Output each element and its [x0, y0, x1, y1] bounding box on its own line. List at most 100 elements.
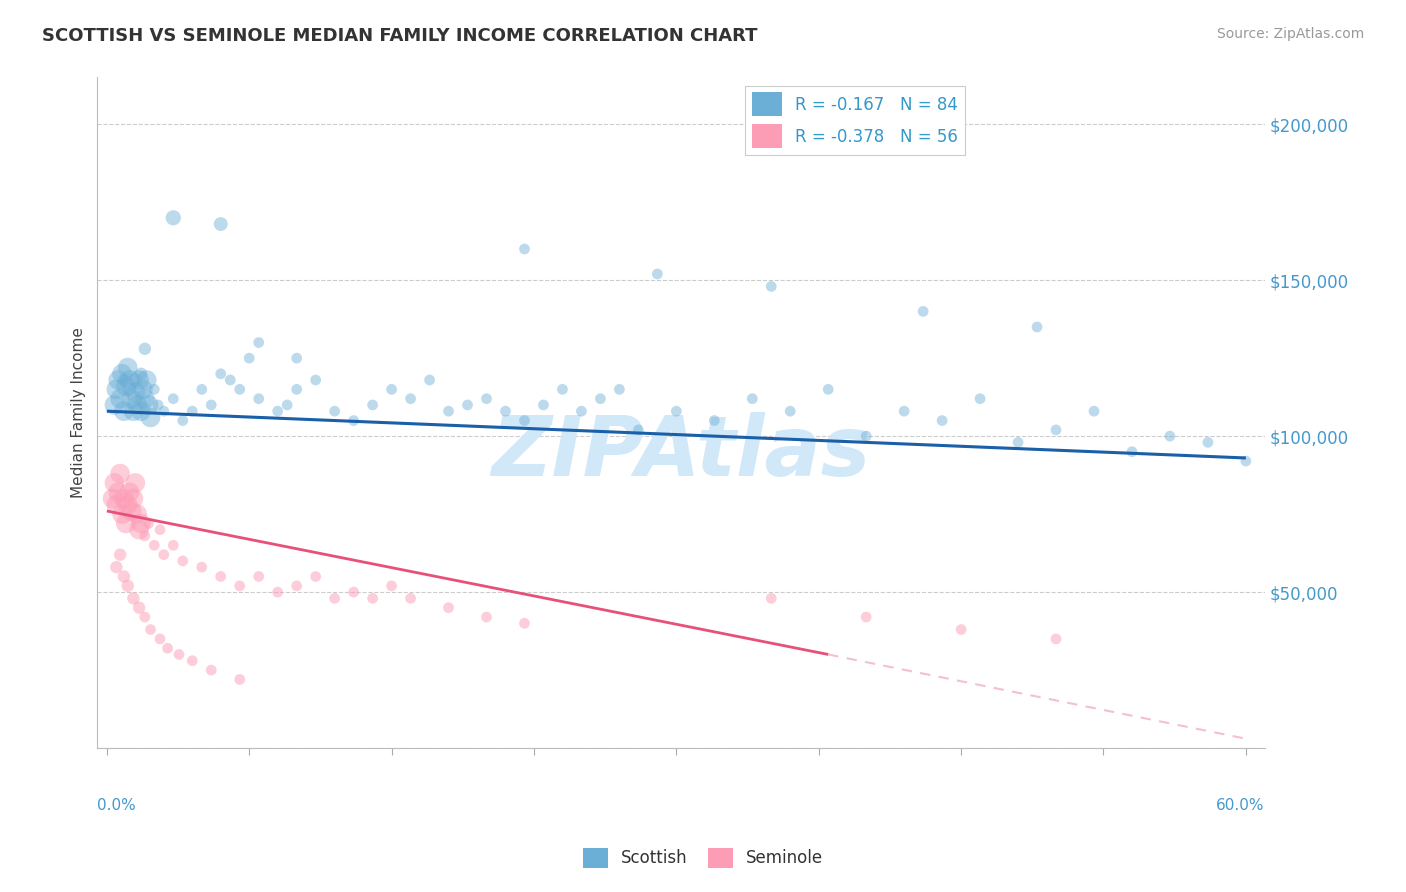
Point: [475, 392, 498, 406]
Point: [162, 538, 184, 552]
Point: [267, 585, 290, 599]
Point: [855, 429, 877, 443]
Point: [111, 507, 134, 521]
Legend: R = -0.167   N = 84, R = -0.378   N = 56: R = -0.167 N = 84, R = -0.378 N = 56: [745, 86, 965, 154]
Point: [950, 623, 973, 637]
Point: [112, 404, 135, 418]
Point: [665, 404, 688, 418]
Point: [1234, 454, 1257, 468]
Point: [111, 367, 134, 381]
Point: [129, 367, 152, 381]
Point: [238, 351, 260, 366]
Point: [124, 373, 146, 387]
Point: [139, 623, 162, 637]
Point: [103, 475, 125, 490]
Point: [475, 610, 498, 624]
Point: [267, 404, 290, 418]
Point: [101, 491, 124, 506]
Point: [146, 398, 169, 412]
Point: [1197, 435, 1219, 450]
Legend: Scottish, Seminole: Scottish, Seminole: [576, 841, 830, 875]
Point: [152, 548, 174, 562]
Point: [437, 600, 460, 615]
Point: [1083, 404, 1105, 418]
Point: [399, 591, 422, 606]
Point: [190, 560, 212, 574]
Point: [118, 485, 141, 500]
Y-axis label: Median Family Income: Median Family Income: [72, 327, 86, 498]
Point: [108, 467, 131, 481]
Point: [571, 404, 593, 418]
Point: [361, 591, 384, 606]
Point: [122, 404, 145, 418]
Point: [143, 538, 166, 552]
Point: [323, 591, 346, 606]
Point: [1045, 423, 1067, 437]
Point: [589, 392, 612, 406]
Point: [969, 392, 991, 406]
Point: [103, 398, 125, 412]
Point: [129, 516, 152, 531]
Point: [127, 507, 149, 521]
Point: [172, 413, 194, 427]
Point: [118, 382, 141, 396]
Point: [139, 410, 162, 425]
Point: [162, 211, 184, 225]
Point: [105, 498, 128, 512]
Point: [156, 641, 179, 656]
Point: [1159, 429, 1181, 443]
Text: 0.0%: 0.0%: [97, 798, 136, 814]
Point: [761, 591, 783, 606]
Point: [381, 382, 404, 396]
Point: [128, 600, 150, 615]
Point: [105, 382, 128, 396]
Point: [172, 554, 194, 568]
Point: [209, 569, 232, 583]
Point: [247, 569, 270, 583]
Point: [134, 392, 156, 406]
Point: [513, 242, 536, 256]
Point: [323, 404, 346, 418]
Point: [105, 560, 128, 574]
Point: [343, 413, 366, 427]
Point: [117, 360, 139, 375]
Point: [114, 379, 136, 393]
Point: [855, 610, 877, 624]
Point: [128, 373, 150, 387]
Point: [132, 382, 155, 396]
Point: [285, 579, 308, 593]
Point: [761, 279, 783, 293]
Point: [627, 423, 650, 437]
Point: [200, 663, 222, 677]
Point: [285, 382, 308, 396]
Point: [551, 382, 574, 396]
Point: [108, 392, 131, 406]
Point: [305, 569, 328, 583]
Point: [219, 373, 242, 387]
Text: SCOTTISH VS SEMINOLE MEDIAN FAMILY INCOME CORRELATION CHART: SCOTTISH VS SEMINOLE MEDIAN FAMILY INCOM…: [42, 27, 758, 45]
Point: [457, 398, 479, 412]
Point: [1045, 632, 1067, 646]
Point: [229, 673, 252, 687]
Point: [229, 382, 252, 396]
Point: [200, 398, 222, 412]
Point: [138, 516, 160, 531]
Point: [343, 585, 366, 599]
Point: [912, 304, 935, 318]
Point: [381, 579, 404, 593]
Point: [117, 579, 139, 593]
Point: [247, 335, 270, 350]
Point: [495, 404, 517, 418]
Point: [513, 616, 536, 631]
Point: [533, 398, 555, 412]
Point: [124, 475, 146, 490]
Point: [112, 569, 135, 583]
Point: [741, 392, 763, 406]
Point: [399, 392, 422, 406]
Text: Source: ZipAtlas.com: Source: ZipAtlas.com: [1216, 27, 1364, 41]
Point: [817, 382, 839, 396]
Point: [209, 217, 232, 231]
Point: [134, 342, 156, 356]
Point: [127, 398, 149, 412]
Point: [112, 373, 135, 387]
